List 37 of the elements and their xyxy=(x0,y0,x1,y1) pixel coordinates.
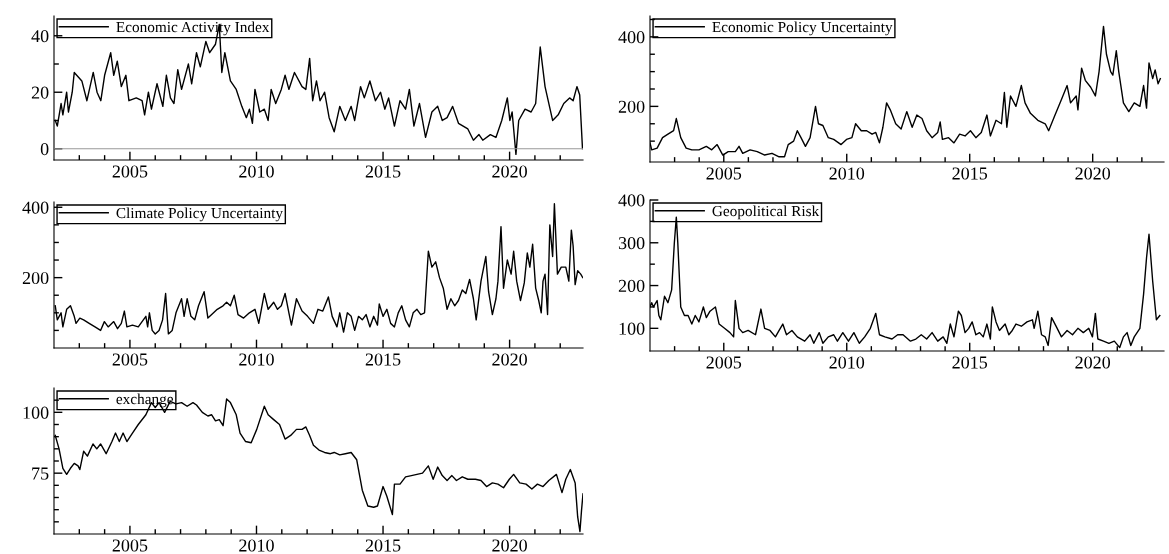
x-tick-label: 2020 xyxy=(492,353,527,366)
y-tick-label: 400 xyxy=(618,31,645,44)
legend-label: Geopolitical Risk xyxy=(712,205,820,220)
y-tick-label: 100 xyxy=(23,406,49,419)
legend-label: exchange xyxy=(116,393,174,408)
x-tick-label: 2010 xyxy=(239,539,274,552)
y-tick-label: 40 xyxy=(31,30,49,43)
x-tick-label: 2015 xyxy=(365,539,401,552)
x-tick-label: 2010 xyxy=(239,165,274,178)
legend-label: Economic Policy Uncertainty xyxy=(712,21,893,36)
y-tick-label: 400 xyxy=(22,201,49,214)
x-tick-label: 2020 xyxy=(492,539,527,552)
x-tick-label: 2015 xyxy=(952,167,988,180)
y-tick-label: 200 xyxy=(618,279,645,292)
y-tick-label: 75 xyxy=(32,467,49,480)
y-tick-label: 300 xyxy=(618,237,645,250)
y-tick-label: 100 xyxy=(619,322,645,335)
x-tick-label: 2005 xyxy=(112,353,148,366)
x-tick-label: 2010 xyxy=(829,356,865,369)
x-tick-label: 2005 xyxy=(706,167,742,180)
x-tick-label: 2010 xyxy=(239,353,274,366)
legend-label: Climate Policy Uncertainty xyxy=(116,207,283,222)
x-tick-label: 2020 xyxy=(1075,356,1111,369)
x-tick-label: 2005 xyxy=(112,539,148,552)
x-tick-label: 2015 xyxy=(952,356,988,369)
x-tick-label: 2005 xyxy=(706,356,742,369)
y-tick-label: 400 xyxy=(618,194,645,207)
x-tick-label: 2015 xyxy=(365,353,401,366)
y-tick-label: 200 xyxy=(618,100,645,113)
y-tick-label: 200 xyxy=(22,271,49,285)
x-tick-label: 2010 xyxy=(829,167,865,180)
x-tick-label: 2020 xyxy=(492,165,527,178)
y-tick-label: 20 xyxy=(31,86,49,99)
y-tick-label: 0 xyxy=(40,142,49,156)
x-tick-label: 2015 xyxy=(365,165,401,178)
x-tick-label: 2005 xyxy=(112,165,148,178)
x-tick-label: 2020 xyxy=(1075,167,1111,180)
